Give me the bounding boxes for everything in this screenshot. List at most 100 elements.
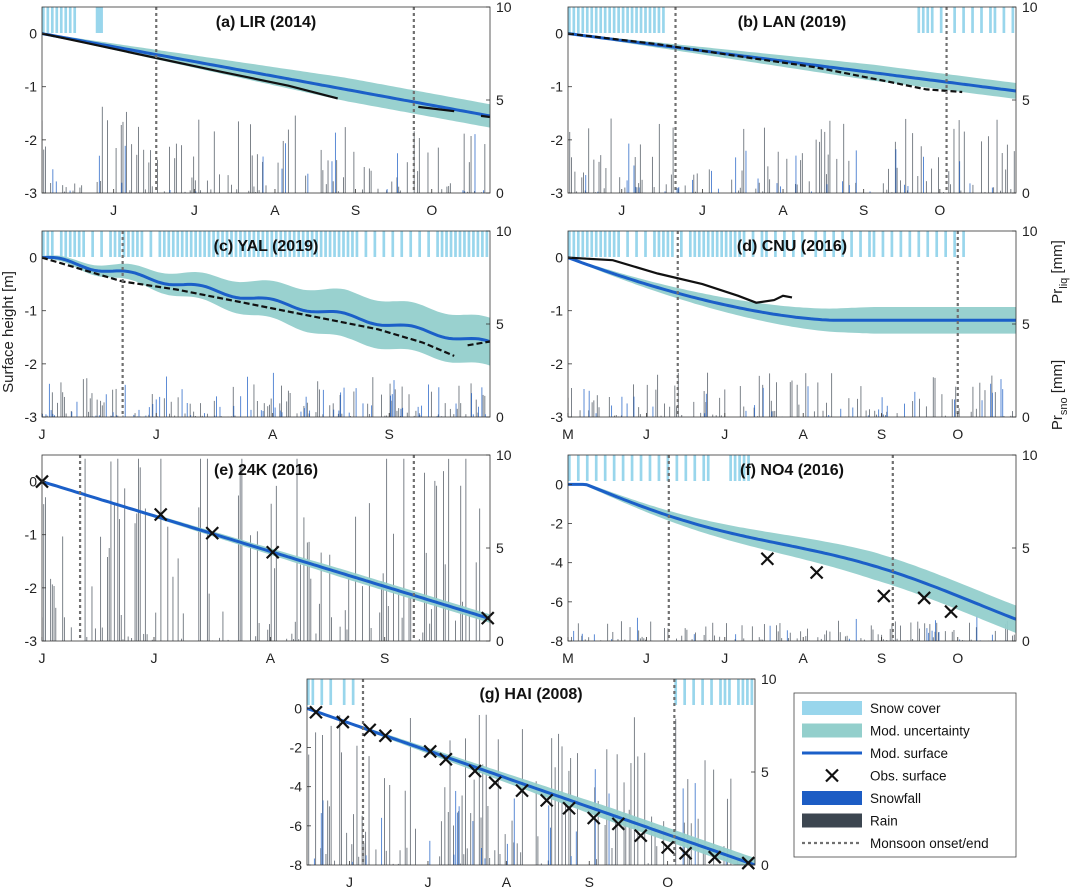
x-tick-label: M (562, 650, 574, 666)
y-tick-label: -3 (551, 409, 564, 425)
x-tick-label: J (39, 650, 46, 666)
snow-cover-bar (60, 7, 63, 33)
y-tick-label: -1 (25, 303, 38, 319)
panel-title: (g) HAI (2008) (479, 686, 582, 703)
snow-cover-bar (167, 231, 170, 257)
snow-cover-bar (658, 231, 661, 257)
y-tick-label: -2 (551, 132, 564, 148)
snow-cover-bar (644, 231, 647, 257)
y-tick-label: -4 (290, 779, 303, 795)
x-tick-label: S (380, 650, 389, 666)
legend-label: Monsoon onset/end (870, 836, 989, 851)
x-tick-label: S (877, 426, 886, 442)
snow-cover-bar (572, 7, 575, 33)
snow-cover-bar (329, 679, 332, 705)
snow-cover-bar (613, 7, 616, 33)
plot-area-b (568, 7, 1016, 193)
x-tick-label: S (351, 202, 360, 218)
snow-cover-bar (64, 7, 67, 33)
y2-tick-label: 0 (1022, 633, 1030, 649)
y-tick-label: -2 (25, 356, 38, 372)
panel-d: 0-1-2-3 0510M J J A S O(d) CNU (2016) (551, 223, 1038, 442)
snow-cover-bar (698, 231, 701, 257)
snow-cover-bar (604, 231, 607, 257)
legend-label: Snow cover (870, 701, 941, 716)
panel-a: 0-1-2-3 0510J J A S O(a) LIR (2014) (25, 0, 512, 218)
observed-surface-line (481, 116, 490, 117)
legend-swatch (802, 701, 862, 715)
snow-cover-bar (468, 231, 471, 257)
snow-cover-bar (604, 7, 607, 33)
x-tick-label: J (699, 202, 706, 218)
snow-cover-bar (69, 231, 72, 257)
y-tick-label: 0 (29, 474, 37, 490)
snow-cover-bar (729, 455, 732, 481)
x-tick-label: J (191, 202, 198, 218)
y2-tick-label: 5 (1022, 540, 1030, 556)
panel-c: 0-1-2-3 0510J J A S(c) YAL (2019) (25, 223, 512, 442)
snow-cover-bar (64, 231, 67, 257)
x-tick-label: A (778, 202, 788, 218)
x-tick-label: O (952, 650, 963, 666)
snow-cover-bar (702, 231, 705, 257)
y-tick-label: -1 (551, 79, 564, 95)
plot-area-c (42, 231, 490, 417)
snow-cover-bar (150, 231, 153, 257)
snow-cover-bar (931, 7, 934, 33)
snow-cover-bar (953, 231, 956, 257)
x-tick-label: S (385, 426, 394, 442)
snow-cover-bar (631, 7, 634, 33)
snow-cover-bar (613, 455, 616, 481)
snow-cover-bar (693, 231, 696, 257)
snow-cover-bar (926, 231, 929, 257)
legend: Snow coverMod. uncertaintyMod. surfaceOb… (794, 693, 1016, 857)
model-surface-line (42, 34, 490, 116)
snow-cover-bar (463, 231, 466, 257)
panel-title: (c) YAL (2019) (214, 238, 319, 255)
snow-cover-bar (374, 231, 377, 257)
snow-cover-bar (737, 679, 740, 705)
snow-cover-bar (46, 7, 49, 33)
snow-cover-bar (577, 455, 580, 481)
snow-cover-bar (477, 231, 480, 257)
x-tick-label: A (799, 426, 809, 442)
y2-tick-label: 10 (761, 671, 777, 687)
snow-cover-bar (720, 231, 723, 257)
snow-cover-bar (653, 7, 656, 33)
snow-cover-bar (100, 231, 103, 257)
snow-cover-bar (60, 231, 63, 257)
y2-tick-label: 10 (496, 0, 512, 15)
x-tick-label: J (153, 426, 160, 442)
snow-cover-bar (653, 231, 656, 257)
snow-cover-bar (311, 679, 314, 705)
y2-tick-label: 0 (761, 857, 769, 873)
y2-tick-label: 0 (496, 185, 504, 201)
snow-cover-bar (604, 455, 607, 481)
snow-cover-bar (329, 231, 332, 257)
plot-area-a (42, 7, 490, 193)
y-tick-label: -3 (25, 409, 38, 425)
snow-cover-bar (962, 7, 965, 33)
snow-cover-bar (69, 7, 72, 33)
snow-cover-bar (622, 455, 625, 481)
snow-cover-bar (962, 231, 965, 257)
snow-cover-bar (590, 231, 593, 257)
panel-g: 0 -2 -4 -6 -8 0 5 10 J J A S O (g) HAI (2008) (290, 671, 777, 890)
y-tick-label: -3 (25, 633, 38, 649)
snow-cover-bar (132, 231, 135, 257)
snow-cover-bar (190, 231, 193, 257)
snow-cover-bar (400, 231, 403, 257)
panel-e: 0-1-2-3 0510J J A S(e) 24K (2016) (25, 447, 512, 666)
snow-cover-bar (55, 7, 58, 33)
y-tick-label: -2 (25, 580, 38, 596)
snow-cover-bar (136, 231, 139, 257)
snow-cover-bar (1003, 7, 1006, 33)
snow-cover-bar (181, 231, 184, 257)
y-tick-label: -4 (551, 555, 564, 571)
snow-cover-bar (935, 231, 938, 257)
snow-cover-bar (626, 231, 629, 257)
panel-title: (b) LAN (2019) (738, 14, 846, 31)
model-surface-line (42, 257, 490, 341)
x-tick-label: S (877, 650, 886, 666)
x-tick-label: J (424, 874, 431, 890)
